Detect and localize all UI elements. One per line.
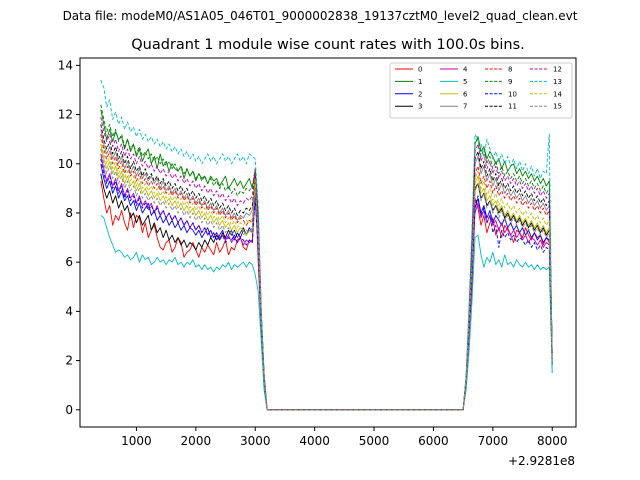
y-tick-label: 8 [65, 206, 73, 220]
x-offset-text: +2.9281e8 [508, 454, 575, 468]
legend-label-13: 13 [553, 78, 562, 86]
series-line-7 [100, 129, 553, 411]
y-tick-label: 14 [58, 58, 73, 72]
x-tick-label: 2000 [181, 434, 212, 448]
x-tick-label: 3000 [240, 434, 271, 448]
legend-box [389, 62, 573, 119]
series-line-9 [100, 104, 553, 411]
series-line-8 [100, 134, 553, 411]
legend-label-15: 15 [553, 103, 562, 111]
series-line-12 [100, 116, 553, 411]
series-line-13 [100, 79, 553, 411]
x-tick-label: 1000 [121, 434, 152, 448]
series-line-11 [100, 124, 553, 411]
series-line-10 [100, 158, 553, 411]
y-axis: 0 2 4 6 8 10 12 14 [58, 58, 80, 417]
series-layer [100, 79, 553, 411]
series-line-3 [100, 173, 553, 411]
legend-label-3: 3 [418, 103, 422, 111]
legend-label-10: 10 [508, 90, 517, 98]
y-tick-label: 4 [65, 304, 73, 318]
y-tick-label: 0 [65, 403, 73, 417]
y-tick-label: 12 [58, 108, 73, 122]
series-line-1 [100, 109, 553, 411]
y-tick-label: 10 [58, 157, 73, 171]
chart-title: Quadrant 1 module wise count rates with … [131, 37, 525, 53]
series-line-5 [100, 215, 553, 411]
series-line-14 [100, 139, 553, 411]
legend-label-14: 14 [553, 90, 562, 98]
x-tick-label: 8000 [537, 434, 568, 448]
x-tick-label: 4000 [299, 434, 330, 448]
legend-label-0: 0 [418, 66, 422, 74]
x-tick-label: 7000 [478, 434, 509, 448]
figure-suptitle: Data file: modeM0/AS1A05_046T01_90000028… [63, 9, 578, 23]
series-line-15 [100, 148, 553, 411]
series-line-6 [100, 144, 553, 411]
x-tick-label: 6000 [418, 434, 449, 448]
legend-label-7: 7 [463, 103, 467, 111]
legend-label-5: 5 [463, 78, 467, 86]
legend-label-6: 6 [463, 90, 468, 98]
legend-label-2: 2 [418, 90, 422, 98]
legend-label-9: 9 [508, 78, 512, 86]
series-line-0 [100, 180, 553, 411]
x-axis: 1000 2000 3000 4000 5000 6000 7000 8000 [121, 427, 568, 448]
legend-label-11: 11 [508, 103, 517, 111]
legend-label-8: 8 [508, 66, 512, 74]
plot-frame [79, 57, 577, 428]
legend-label-4: 4 [463, 66, 468, 74]
legend-label-12: 12 [553, 66, 562, 74]
x-tick-label: 5000 [359, 434, 390, 448]
y-tick-label: 6 [65, 255, 73, 269]
legend-label-1: 1 [418, 78, 422, 86]
y-tick-label: 2 [65, 354, 73, 368]
